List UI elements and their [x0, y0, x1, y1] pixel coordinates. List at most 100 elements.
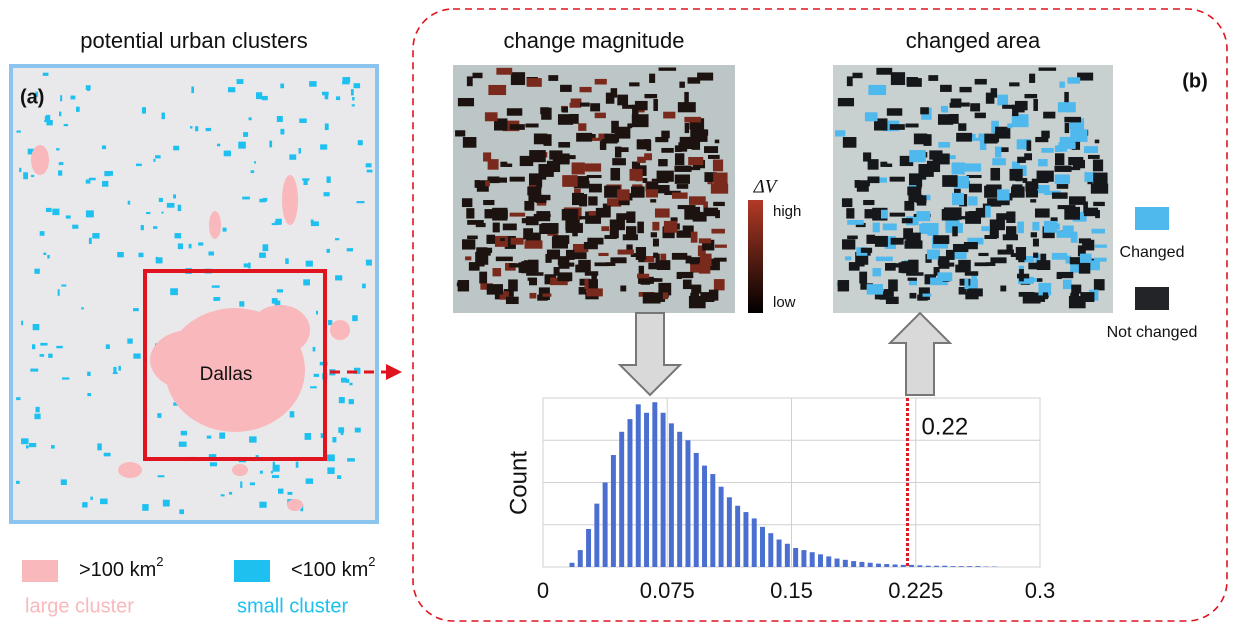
- texture: [1035, 208, 1050, 217]
- small-cluster: [249, 117, 252, 120]
- texture: [842, 239, 855, 249]
- texture: [984, 134, 997, 144]
- legend-swatch: [1135, 207, 1169, 230]
- texture: [688, 77, 701, 83]
- texture: [904, 201, 914, 211]
- small-cluster: [262, 96, 268, 100]
- bar: [644, 413, 649, 567]
- texture: [589, 184, 602, 193]
- small-cluster: [277, 116, 283, 122]
- city-label: Dallas: [200, 364, 253, 385]
- small-cluster: [238, 142, 246, 149]
- texture: [1033, 253, 1038, 258]
- bar: [719, 487, 724, 567]
- texture: [959, 216, 968, 219]
- texture: [524, 201, 534, 211]
- texture: [525, 124, 538, 128]
- small-cluster: [327, 467, 334, 474]
- texture: [458, 280, 469, 291]
- texture: [881, 210, 888, 219]
- small-cluster: [72, 225, 78, 229]
- texture: [679, 82, 685, 88]
- bar: [777, 540, 782, 567]
- texture: [914, 134, 927, 145]
- texture: [1069, 196, 1086, 205]
- texture: [610, 219, 625, 230]
- texture: [1039, 67, 1057, 70]
- texture: [902, 218, 913, 223]
- bar: [743, 512, 748, 567]
- small-cluster: [337, 475, 341, 479]
- texture: [946, 250, 955, 260]
- texture: [842, 198, 852, 207]
- texture: [843, 137, 857, 148]
- small-cluster: [61, 284, 66, 286]
- bar: [934, 566, 939, 567]
- texture: [1064, 92, 1069, 104]
- bar: [959, 566, 964, 567]
- texture: [887, 164, 892, 167]
- small-cluster: [224, 151, 231, 157]
- texture: [627, 123, 632, 128]
- small-cluster: [306, 261, 313, 267]
- small-cluster: [61, 479, 67, 485]
- texture: [711, 229, 724, 234]
- small-cluster: [212, 285, 220, 287]
- small-cluster: [118, 366, 120, 371]
- small-cluster: [29, 443, 36, 447]
- small-cluster: [316, 311, 318, 315]
- small-cluster: [367, 170, 373, 173]
- texture: [990, 168, 1000, 181]
- texture: [1009, 169, 1022, 181]
- small-cluster: [157, 413, 161, 418]
- texture: [875, 236, 888, 247]
- small-cluster: [181, 431, 187, 436]
- small-cluster: [19, 168, 21, 172]
- small-cluster: [139, 253, 144, 257]
- texture: [866, 235, 875, 244]
- texture: [1026, 182, 1038, 190]
- small-cluster: [16, 131, 20, 133]
- texture: [466, 208, 474, 218]
- texture: [683, 280, 692, 290]
- small-cluster: [86, 179, 91, 183]
- texture: [617, 189, 629, 200]
- small-cluster: [327, 249, 330, 253]
- texture: [623, 234, 638, 240]
- x-tick-label: 0.3: [1025, 578, 1056, 603]
- texture: [1017, 274, 1029, 279]
- texture: [1071, 232, 1078, 243]
- texture: [937, 272, 952, 281]
- small-cluster: [106, 344, 110, 349]
- texture: [458, 98, 474, 106]
- small-cluster: [355, 428, 361, 433]
- texture: [907, 78, 922, 87]
- small-cluster: [110, 171, 113, 176]
- texture: [1079, 263, 1090, 274]
- texture: [528, 278, 537, 281]
- small-cluster: [16, 481, 20, 484]
- texture: [913, 174, 926, 180]
- small-cluster: [59, 112, 61, 117]
- small-cluster: [33, 324, 40, 330]
- small-cluster: [366, 163, 372, 167]
- small-cluster: [100, 499, 108, 505]
- texture: [970, 103, 980, 111]
- texture: [1063, 226, 1074, 233]
- texture: [472, 73, 482, 78]
- texture: [916, 211, 930, 221]
- texture: [606, 262, 616, 266]
- texture: [637, 157, 646, 163]
- small-cluster: [34, 269, 39, 274]
- texture: [1084, 146, 1098, 153]
- x-tick-label: 0.075: [640, 578, 695, 603]
- texture: [1037, 278, 1042, 282]
- texture: [1093, 202, 1105, 206]
- texture: [540, 107, 549, 114]
- small-cluster: [52, 209, 59, 215]
- small-cluster: [32, 344, 35, 349]
- texture: [655, 137, 668, 142]
- texture: [580, 87, 592, 92]
- texture: [631, 186, 645, 197]
